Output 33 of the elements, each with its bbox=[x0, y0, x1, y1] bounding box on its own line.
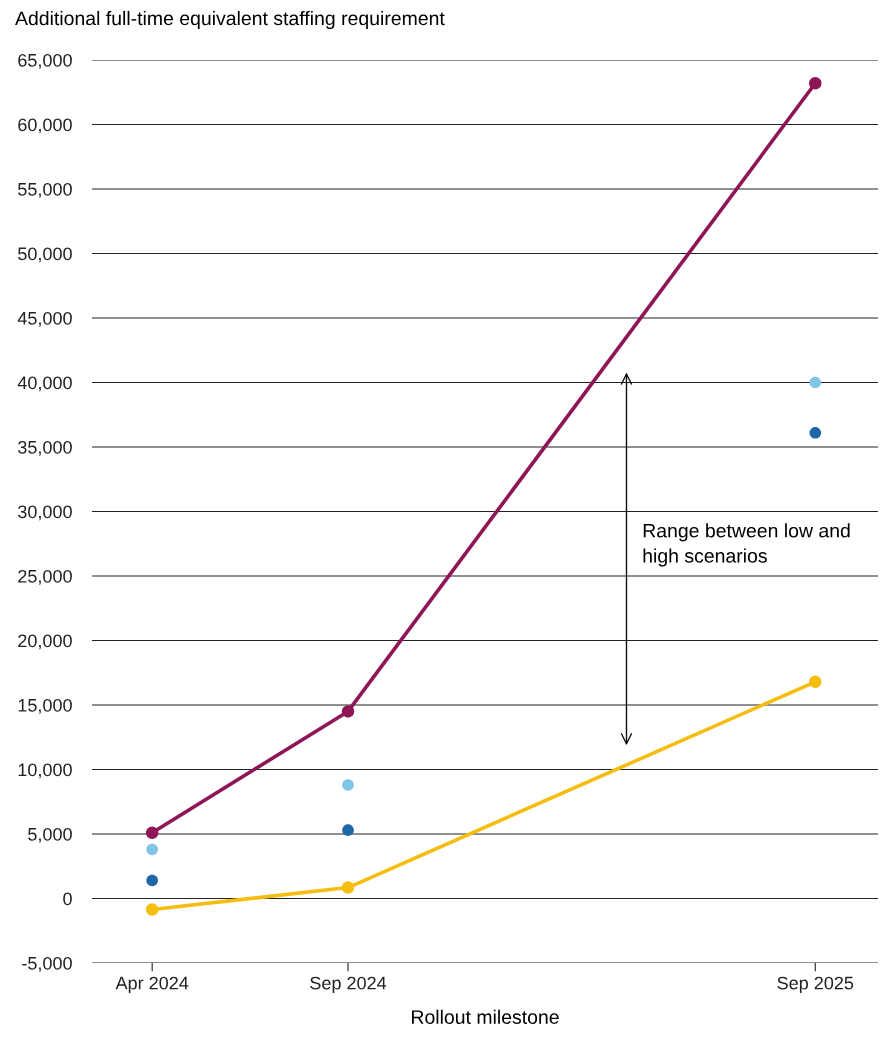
point bbox=[145, 903, 159, 916]
chart-title: Additional full-time equivalent staffing requirement bbox=[15, 10, 445, 30]
point bbox=[341, 705, 355, 718]
y-tick-label: 45,000 bbox=[17, 311, 72, 327]
annotation: Range between low and high scenarios bbox=[643, 523, 850, 567]
x-tick-label: Apr 2024 bbox=[115, 976, 189, 994]
y-tick-label: 65,000 bbox=[18, 53, 72, 69]
point bbox=[146, 843, 158, 856]
y-tick-label: -5,000 bbox=[22, 956, 72, 972]
point bbox=[146, 874, 158, 887]
point bbox=[342, 824, 354, 836]
x-tick-label: Sep 2024 bbox=[310, 976, 387, 994]
point bbox=[342, 779, 354, 791]
point bbox=[809, 376, 822, 389]
x-tick-label: Sep 2025 bbox=[777, 976, 854, 994]
y-tick-label: 10,000 bbox=[18, 763, 72, 779]
y-tick-label: 15,000 bbox=[18, 698, 72, 714]
y-tick-label: 40,000 bbox=[17, 376, 72, 392]
y-tick-label: 50,000 bbox=[18, 247, 72, 263]
point bbox=[145, 826, 159, 839]
y-tick-label: 5,000 bbox=[28, 827, 72, 843]
point bbox=[809, 427, 822, 439]
point bbox=[341, 881, 355, 894]
y-tick-label: 55,000 bbox=[18, 182, 72, 198]
point bbox=[809, 76, 822, 90]
y-tick-label: 0 bbox=[63, 892, 72, 906]
x-axis-title: Rollout milestone bbox=[412, 1009, 559, 1024]
y-tick-label: 20,000 bbox=[18, 634, 72, 650]
y-tick-label: 25,000 bbox=[18, 569, 72, 585]
y-tick-label: 30,000 bbox=[18, 505, 72, 521]
point bbox=[809, 675, 822, 689]
y-tick-label: 60,000 bbox=[18, 118, 72, 134]
y-tick-label: 35,000 bbox=[18, 440, 72, 456]
